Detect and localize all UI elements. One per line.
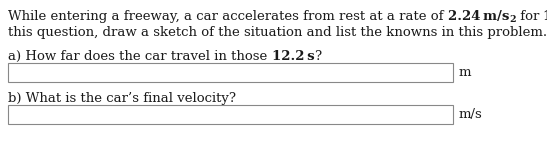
Text: b) What is the car’s final velocity?: b) What is the car’s final velocity?: [8, 92, 236, 105]
Text: 2: 2: [509, 15, 516, 24]
Text: 12.2 s: 12.2 s: [271, 50, 314, 63]
Text: ?: ?: [314, 50, 321, 63]
Bar: [8, 63, 453, 82]
Bar: [8, 105, 453, 124]
Text: m: m: [459, 66, 472, 79]
Text: 12.2 s: 12.2 s: [543, 10, 547, 23]
Text: for: for: [516, 10, 543, 23]
Text: this question, draw a sketch of the situation and list the knowns in this proble: this question, draw a sketch of the situ…: [8, 26, 547, 39]
Text: a) How far does the car travel in those: a) How far does the car travel in those: [8, 50, 271, 63]
Text: While entering a freeway, a car accelerates from rest at a rate of: While entering a freeway, a car accelera…: [8, 10, 448, 23]
Text: 2.24 m/s: 2.24 m/s: [448, 10, 509, 23]
Text: m/s: m/s: [459, 108, 483, 121]
